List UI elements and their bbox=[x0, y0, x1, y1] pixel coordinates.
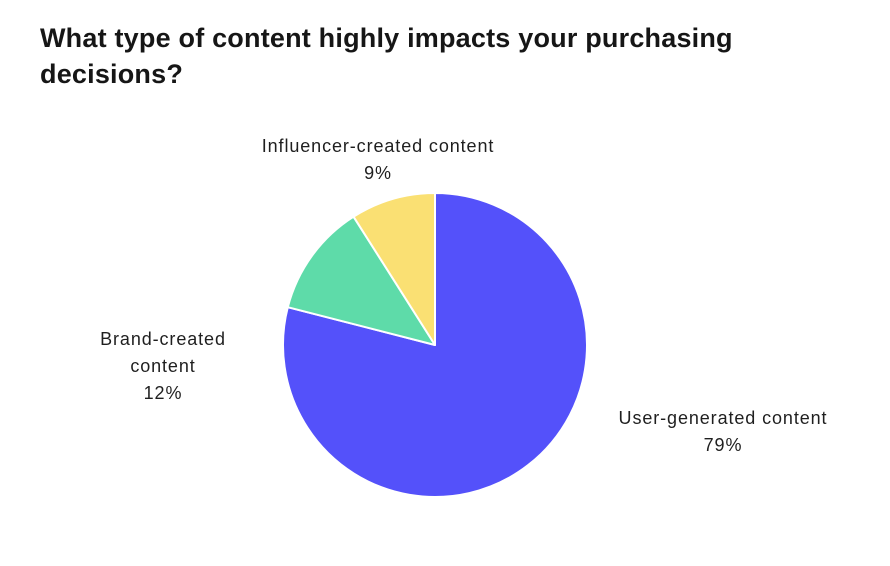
slice-label-text: User-generated content bbox=[618, 408, 828, 428]
pie-chart bbox=[282, 192, 588, 498]
pie-slice-1 bbox=[286, 215, 436, 346]
chart-title: What type of content highly impacts your… bbox=[40, 23, 733, 89]
pie-slice-2 bbox=[352, 192, 436, 346]
slice-percent-text: 9% bbox=[364, 163, 392, 183]
slice-percent-text: 12% bbox=[143, 383, 183, 403]
slice-label-influencer-created-content: Influencer-created content 9% bbox=[262, 133, 495, 187]
slice-percent-text: 79% bbox=[703, 435, 743, 455]
slice-label-brand-created-content: Brand-created content 12% bbox=[78, 326, 248, 407]
pie-slice-0 bbox=[282, 192, 588, 498]
pie-chart-area bbox=[277, 187, 593, 503]
slice-label-user-generated-content: User-generated content 79% bbox=[619, 405, 828, 459]
slice-label-text: Influencer-created content bbox=[261, 136, 495, 156]
slice-label-text: Brand-created content bbox=[100, 329, 226, 376]
